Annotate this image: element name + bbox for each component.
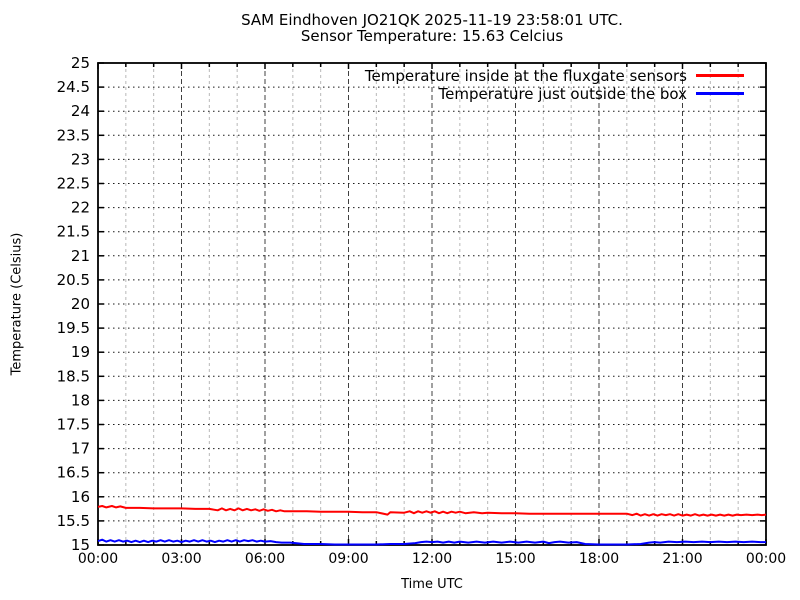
- x-tick-label: 00:00: [78, 551, 118, 567]
- y-tick-label: 15: [71, 536, 90, 554]
- y-tick-label: 21: [71, 247, 90, 265]
- y-tick-label: 21.5: [57, 223, 90, 241]
- y-tick-label: 20.5: [57, 271, 90, 289]
- chart-title-line1: SAM Eindhoven JO21QK 2025-11-19 23:58:01…: [241, 11, 623, 29]
- y-tick-label: 24: [71, 102, 90, 120]
- y-tick-label: 20: [71, 295, 90, 313]
- y-tick-label: 19: [71, 343, 90, 361]
- series-line-inside: [97, 505, 767, 517]
- x-tick-label: 09:00: [328, 551, 368, 567]
- y-tick-label: 25: [71, 54, 90, 72]
- legend-label-inside: Temperature inside at the fluxgate senso…: [364, 66, 687, 85]
- plot-border: [97, 62, 767, 546]
- y-tick-label: 23: [71, 150, 90, 168]
- y-tick-label: 16: [71, 488, 90, 506]
- legend-label-outside: Temperature just outside the box: [438, 84, 688, 103]
- y-tick-label: 18: [71, 391, 90, 409]
- y-tick-label: 15.5: [57, 512, 90, 530]
- legend-line-sample-red: [696, 74, 744, 77]
- series-line-outside: [97, 538, 766, 546]
- chart-title: SAM Eindhoven JO21QK 2025-11-19 23:58:01…: [98, 12, 766, 44]
- y-tick-label: 17.5: [57, 416, 90, 434]
- y-tick-label: 16.5: [57, 464, 90, 482]
- x-tick-label: 00:00: [746, 551, 786, 567]
- legend-item-inside: Temperature inside at the fluxgate senso…: [364, 66, 744, 85]
- x-tick-label: 15:00: [495, 551, 535, 567]
- y-tick-label: 22: [71, 199, 90, 217]
- x-axis-title: Time UTC: [401, 577, 463, 592]
- legend-line-sample-blue: [696, 92, 744, 95]
- legend: Temperature inside at the fluxgate senso…: [364, 66, 744, 103]
- x-tick-label: 18:00: [579, 551, 619, 567]
- y-tick-label: 23.5: [57, 126, 90, 144]
- x-tick-label: 12:00: [412, 551, 452, 567]
- y-tick-label: 22.5: [57, 175, 90, 193]
- y-tick-label: 19.5: [57, 319, 90, 337]
- chart-title-line2: Sensor Temperature: 15.63 Celcius: [300, 27, 564, 45]
- y-axis-title: Temperature (Celsius): [9, 232, 25, 376]
- y-tick-label: 18.5: [57, 367, 90, 385]
- x-tick-label: 03:00: [161, 551, 201, 567]
- x-tick-label: 06:00: [245, 551, 285, 567]
- y-tick-label: 24.5: [57, 78, 90, 96]
- x-tick-label: 21:00: [662, 551, 702, 567]
- legend-item-outside: Temperature just outside the box: [438, 84, 744, 103]
- y-tick-label: 17: [71, 440, 90, 458]
